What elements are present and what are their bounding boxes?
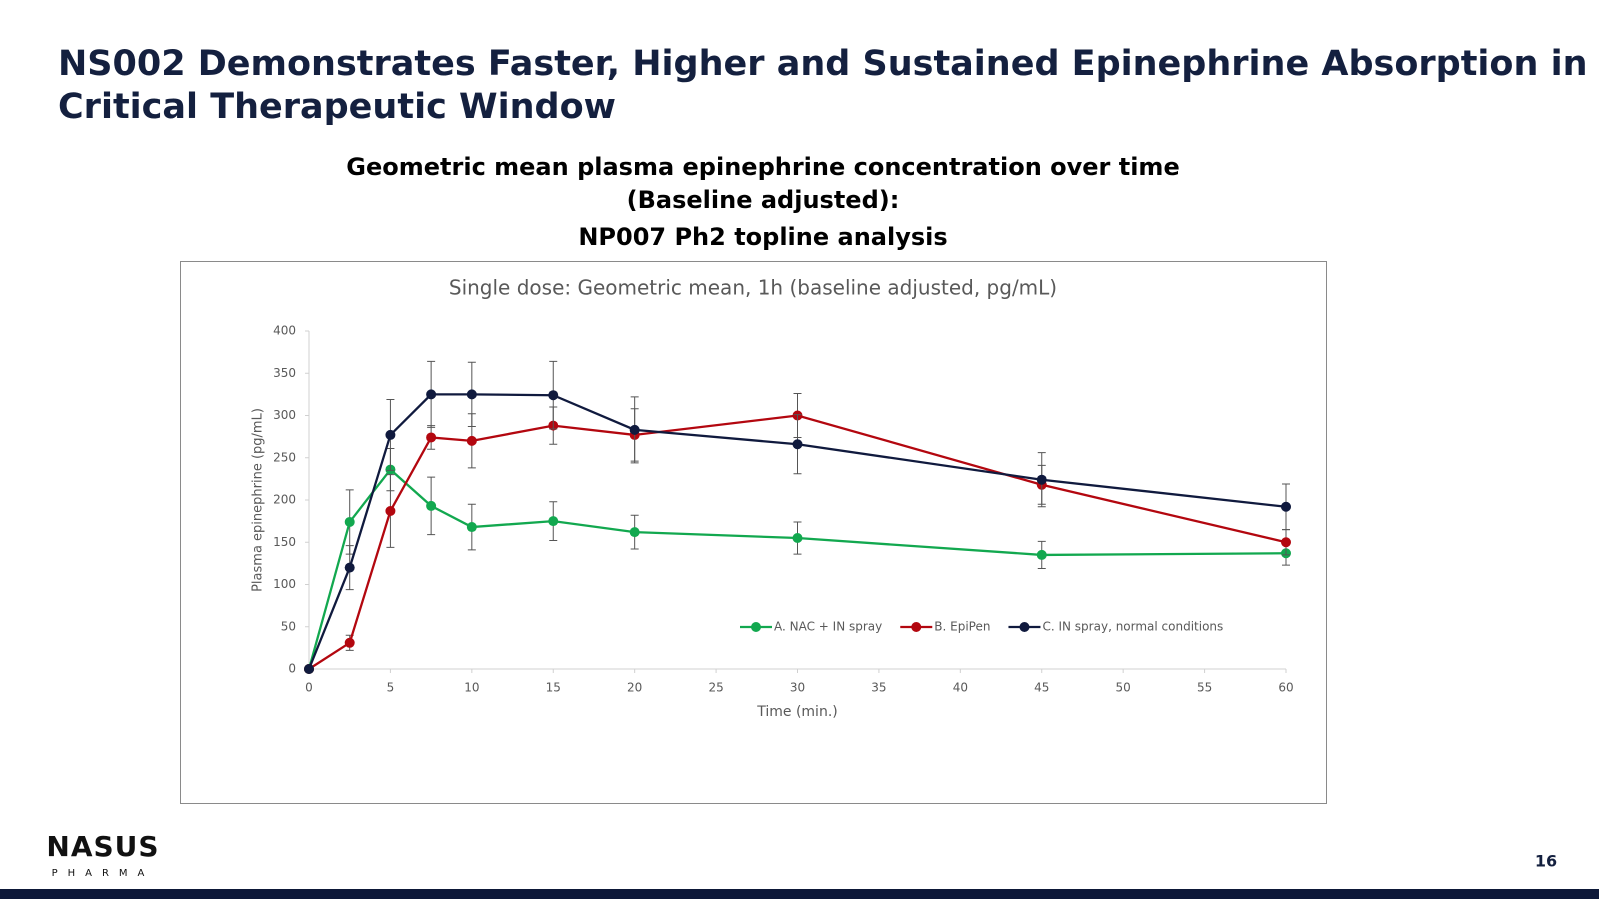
y-tick-label: 400 — [273, 324, 296, 338]
chart-heading: (Baseline adjusted): — [627, 186, 900, 214]
data-point — [1036, 474, 1047, 485]
data-point — [426, 432, 437, 443]
chart-title: Single dose: Geometric mean, 1h (baselin… — [449, 276, 1057, 300]
data-point — [344, 562, 355, 573]
x-tick-label: 10 — [464, 681, 479, 695]
chart-heading: NP007 Ph2 topline analysis — [578, 223, 947, 251]
data-point — [1281, 501, 1291, 512]
y-axis-label: Plasma epinephrine (pg/mL) — [251, 408, 266, 592]
footer-bar — [0, 889, 1599, 899]
y-tick-label: 250 — [273, 450, 296, 464]
data-point — [344, 637, 355, 648]
x-tick-label: 60 — [1278, 681, 1293, 695]
legend-label: C. IN spray, normal conditions — [1042, 620, 1223, 634]
chart-heading: Geometric mean plasma epinephrine concen… — [346, 153, 1179, 181]
chart-frame — [180, 261, 1327, 804]
data-point — [426, 500, 437, 511]
y-tick-label: 200 — [273, 493, 296, 507]
data-point — [426, 389, 437, 400]
page-number: 16 — [1535, 852, 1557, 871]
series-line — [307, 467, 1287, 670]
legend-marker — [1019, 622, 1030, 632]
y-tick-label: 0 — [288, 662, 296, 676]
legend-marker — [911, 622, 922, 632]
slide-title: Critical Therapeutic Window — [58, 87, 616, 127]
y-tick-label: 150 — [273, 535, 296, 549]
legend-label: A. NAC + IN spray — [774, 620, 882, 634]
data-point — [548, 516, 559, 527]
logo-name: NASUS — [46, 830, 159, 863]
data-point — [629, 424, 640, 435]
x-tick-label: 20 — [627, 681, 642, 695]
data-point — [629, 527, 640, 538]
legend-marker — [751, 622, 761, 632]
x-tick-label: 25 — [708, 681, 723, 695]
x-tick-label: 5 — [387, 681, 395, 695]
data-point — [1036, 549, 1047, 560]
data-point — [1281, 537, 1291, 548]
x-axis-label: Time (min.) — [756, 704, 838, 720]
legend-label: B. EpiPen — [934, 620, 990, 634]
x-tick-label: 50 — [1116, 681, 1131, 695]
series-line — [308, 414, 1287, 670]
x-tick-label: 30 — [790, 681, 805, 695]
y-tick-label: 350 — [273, 366, 296, 380]
data-point — [466, 522, 477, 533]
x-tick-label: 40 — [953, 681, 968, 695]
series-line — [307, 393, 1287, 670]
y-tick-label: 50 — [281, 619, 296, 633]
x-tick-label: 15 — [546, 681, 561, 695]
x-tick-label: 55 — [1197, 681, 1212, 695]
data-point — [548, 390, 559, 401]
data-point — [385, 429, 396, 440]
data-point — [466, 435, 477, 446]
y-tick-label: 300 — [273, 408, 296, 422]
x-tick-label: 45 — [1034, 681, 1049, 695]
data-point — [792, 533, 803, 544]
y-tick-label: 100 — [273, 577, 296, 591]
x-tick-label: 35 — [871, 681, 886, 695]
data-point — [385, 505, 396, 516]
slide-title: NS002 Demonstrates Faster, Higher and Su… — [58, 44, 1588, 84]
data-point — [344, 516, 355, 527]
x-tick-label: 0 — [305, 681, 313, 695]
logo-tagline: PHARMA — [52, 868, 155, 879]
data-point — [466, 389, 477, 400]
data-point — [792, 439, 803, 450]
data-point — [304, 664, 314, 674]
chart: Single dose: Geometric mean, 1h (baselin… — [251, 276, 1294, 721]
